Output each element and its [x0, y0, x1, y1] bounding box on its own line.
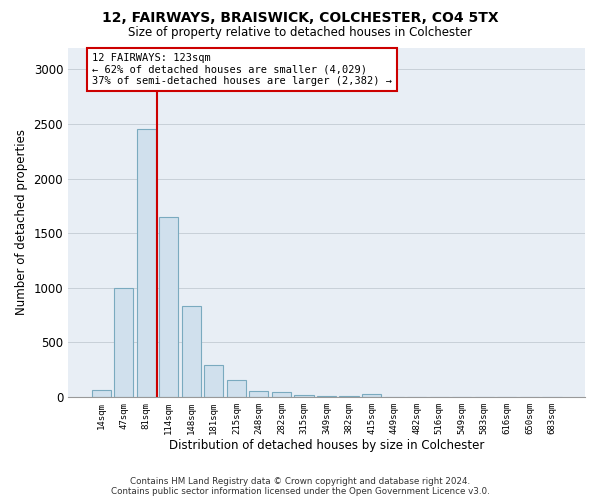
- Y-axis label: Number of detached properties: Number of detached properties: [15, 129, 28, 315]
- Text: Contains public sector information licensed under the Open Government Licence v3: Contains public sector information licen…: [110, 487, 490, 496]
- Text: 12, FAIRWAYS, BRAISWICK, COLCHESTER, CO4 5TX: 12, FAIRWAYS, BRAISWICK, COLCHESTER, CO4…: [101, 12, 499, 26]
- Text: Contains HM Land Registry data © Crown copyright and database right 2024.: Contains HM Land Registry data © Crown c…: [130, 478, 470, 486]
- Bar: [362, 394, 381, 397]
- Bar: [272, 392, 291, 397]
- Bar: [204, 364, 223, 397]
- Bar: [92, 390, 110, 397]
- Bar: [227, 380, 246, 397]
- Bar: [340, 396, 359, 397]
- Bar: [182, 306, 201, 397]
- Bar: [114, 288, 133, 397]
- Bar: [250, 391, 268, 397]
- Bar: [317, 396, 336, 397]
- Bar: [159, 216, 178, 397]
- Text: 12 FAIRWAYS: 123sqm
← 62% of detached houses are smaller (4,029)
37% of semi-det: 12 FAIRWAYS: 123sqm ← 62% of detached ho…: [92, 53, 392, 86]
- Text: Size of property relative to detached houses in Colchester: Size of property relative to detached ho…: [128, 26, 472, 39]
- Bar: [137, 130, 156, 397]
- X-axis label: Distribution of detached houses by size in Colchester: Distribution of detached houses by size …: [169, 440, 484, 452]
- Bar: [295, 394, 314, 397]
